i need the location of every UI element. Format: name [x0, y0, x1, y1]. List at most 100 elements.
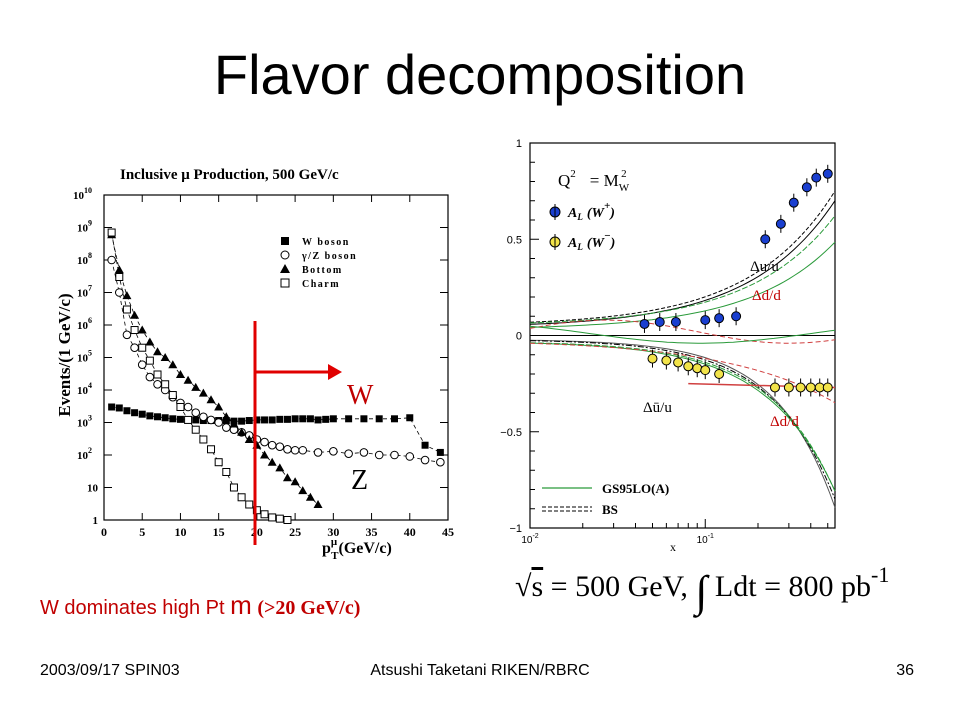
theory-curve-8: [529, 342, 836, 404]
wminus-point: [795, 382, 806, 393]
theory-curve-0: [529, 190, 836, 323]
charm-point: [191, 425, 200, 434]
label-ddbar-d: Δd/d: [770, 414, 799, 430]
w-point: [283, 415, 291, 423]
theory-curve-4: [529, 339, 836, 508]
integral-symbol: ∫: [695, 567, 708, 616]
w-point: [146, 412, 154, 420]
w-point: [421, 441, 429, 449]
charm-point: [222, 467, 231, 476]
z-point: [420, 455, 430, 465]
model-legend-bs-label: BS: [602, 502, 618, 517]
bottom-point: [130, 310, 140, 319]
theory-curve-5: [529, 340, 836, 500]
charm-point: [199, 435, 208, 444]
z-point: [436, 457, 445, 467]
z-point: [191, 408, 201, 418]
y-tick-label: −0.5: [500, 427, 522, 439]
x-tick-label: 35: [366, 525, 378, 539]
w-point: [299, 415, 307, 423]
w-point: [131, 409, 139, 417]
pt-cut-arrowhead: [328, 364, 342, 380]
w-point: [360, 415, 368, 423]
charm-point: [245, 500, 254, 509]
w-point: [138, 410, 146, 418]
wplus-point: [788, 197, 799, 208]
w-point: [222, 417, 230, 425]
bottom-point: [237, 427, 247, 436]
bottom-point: [244, 434, 254, 443]
z-point: [137, 360, 147, 370]
legend-charm-marker: [280, 278, 290, 288]
w-point: [238, 417, 246, 425]
charm-point: [107, 228, 116, 237]
label-du-u: Δu/u: [750, 259, 779, 275]
left-chart-xlabel: pμ T(GeV/c): [322, 536, 392, 560]
z-point: [107, 255, 116, 265]
z-point: [260, 437, 269, 447]
w-point: [123, 407, 131, 415]
wplus-point: [760, 234, 771, 245]
z-point: [359, 448, 369, 457]
z-point: [344, 449, 353, 458]
w-point: [345, 415, 353, 423]
z-point: [122, 330, 132, 340]
x-tick-label: 25: [289, 525, 301, 539]
charm-point: [214, 458, 223, 467]
y-tick-label: 102: [77, 446, 92, 462]
annotation-w: W: [347, 380, 374, 411]
left-chart-ylabel: Events/(1 GeV/c): [55, 293, 74, 416]
y-tick-label: 0.5: [507, 234, 522, 246]
y-tick-label: 104: [77, 381, 92, 397]
wminus-point: [714, 369, 725, 379]
left-chart-title: Inclusive μ Production, 500 GeV/c: [120, 167, 339, 183]
right-chart: 1 0.5 0 −0.5 −110-2 10-1 Q2 = MW2 AL (W+) AL (W−…: [500, 138, 836, 554]
legend-label: Bottom: [302, 265, 343, 276]
x-tick-label: 40: [404, 525, 416, 539]
w-point: [306, 415, 314, 423]
w-point: [329, 415, 337, 423]
y-tick-label: 107: [77, 284, 92, 300]
legend-wminus-label: AL (W−): [567, 230, 615, 252]
charm-point: [153, 370, 162, 379]
charm-point: [138, 343, 147, 352]
wminus-point: [783, 382, 794, 393]
bottom-point: [214, 402, 224, 411]
w-point: [108, 403, 116, 411]
x-tick-label: 10-1: [697, 533, 714, 546]
wminus-point: [661, 355, 672, 366]
z-point: [214, 418, 223, 427]
slide-title: Flavor decomposition: [213, 43, 747, 106]
caption: W dominates high Pt m (>20 GeV/c): [40, 590, 361, 620]
wplus-point: [731, 311, 742, 322]
z-point: [222, 423, 231, 432]
theory-curve-7: [529, 342, 836, 492]
legend-label: Charm: [302, 279, 340, 290]
bottom-point: [183, 375, 193, 384]
y-tick-label: −1: [509, 523, 522, 535]
theory-curve-3: [529, 215, 836, 324]
legend-bottom-marker: [280, 264, 290, 273]
footer-author: Atsushi Taketani RIKEN/RBRC: [370, 662, 590, 679]
bottom-point: [153, 347, 163, 356]
bottom-point: [175, 369, 185, 378]
theory-curve-2: [529, 241, 836, 328]
y-tick-label: 109: [77, 219, 92, 235]
y-tick-label: 1: [516, 138, 522, 150]
w-point: [192, 416, 200, 424]
bottom-point: [122, 291, 132, 300]
bottom-point: [275, 463, 285, 472]
z-point: [313, 448, 323, 457]
model-legend-gs95-label: GS95LO(A): [602, 481, 669, 496]
y-tick-label: 108: [77, 251, 92, 267]
w-point: [261, 416, 269, 424]
wplus-point: [714, 313, 725, 324]
w-point: [375, 415, 383, 423]
bottom-point: [168, 360, 178, 369]
charm-point: [283, 516, 292, 524]
z-point: [199, 412, 208, 422]
charm-point: [161, 380, 170, 389]
z-point: [283, 444, 292, 454]
x-tick-label: 15: [213, 525, 225, 539]
y-tick-label: 1010: [73, 186, 92, 202]
